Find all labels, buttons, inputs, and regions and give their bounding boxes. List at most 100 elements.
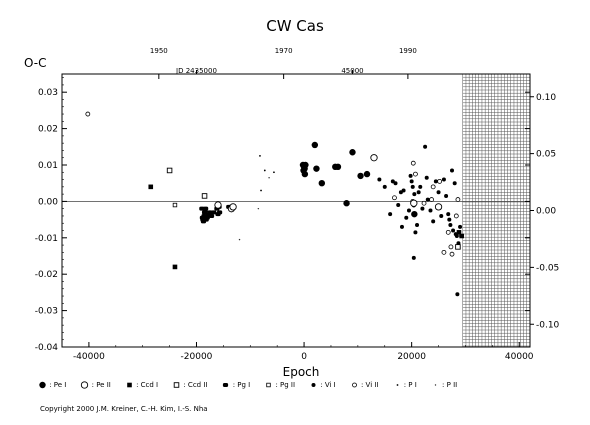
data-point-pg1	[203, 206, 209, 211]
data-point-vi1	[404, 215, 409, 220]
data-point-vi1	[425, 197, 430, 202]
x-axis-label: Epoch	[283, 365, 320, 379]
data-point-vi1	[399, 224, 404, 229]
data-point-p2	[257, 207, 260, 210]
legend-marker-p2	[434, 384, 437, 386]
data-point-pe1	[343, 200, 350, 207]
legend-label: : Ccd I	[133, 381, 159, 389]
data-point-vi1	[382, 184, 387, 189]
data-point-vi1	[428, 208, 433, 213]
data-point-vi2	[441, 249, 447, 255]
hatched-region	[462, 73, 531, 347]
data-point-vi1	[411, 255, 416, 260]
data-point-p2	[238, 238, 241, 241]
data-point-p2	[268, 177, 270, 179]
data-point-vi1	[418, 184, 423, 189]
data-point-vi2	[455, 197, 461, 202]
y-tick-label: 0.03	[38, 88, 58, 98]
data-point-vi1	[452, 181, 457, 186]
data-point-vi1	[311, 383, 316, 387]
data-point-vi1	[406, 208, 411, 213]
legend: : Pe I : Pe II : Ccd I : Ccd II : Pg I :…	[38, 381, 471, 389]
year-tick-label: 1950	[150, 47, 168, 55]
data-point-pe1	[363, 170, 371, 178]
legend-marker-vi1	[311, 383, 316, 387]
y-tick-label: -0.01	[35, 234, 58, 244]
legend-marker-pe2	[81, 381, 89, 389]
y-tick-label: 0.02	[38, 125, 58, 135]
data-point-vi2	[351, 382, 357, 388]
data-point-vi1	[413, 230, 418, 235]
data-point-vi1	[444, 193, 449, 198]
legend-marker-vi2	[351, 382, 357, 388]
legend-label: : Vi II	[358, 381, 379, 389]
data-point-pe2	[214, 201, 222, 209]
x-tick-label: 40000	[505, 352, 534, 362]
data-point-vi1	[458, 224, 463, 229]
data-point-ccd1	[148, 184, 154, 190]
y-tick-label: -0.02	[35, 270, 58, 280]
data-point-pe2	[81, 381, 89, 389]
data-point-pe2	[434, 203, 443, 211]
data-point-vi1	[433, 179, 438, 184]
y-tick-label: -0.03	[35, 307, 58, 317]
x-tick-label: -20000	[181, 352, 213, 362]
data-point-pe1	[302, 161, 309, 169]
data-point-vi2	[421, 200, 427, 206]
axis-ticks: 0.03 0.02 0.01 0.00 -0.01 -0.02 -0.03 -0.04 0.10…	[35, 47, 560, 362]
data-point-pe2	[410, 199, 418, 207]
data-point-vi1	[388, 212, 393, 217]
data-point-vi1	[448, 223, 453, 228]
legend-marker-ccd2	[173, 382, 180, 388]
data-point-p1	[273, 171, 275, 174]
data-point-vi2	[448, 244, 454, 250]
data-point-p1	[259, 155, 261, 157]
legend-item: : Ccd II	[172, 381, 207, 389]
data-point-ccd1	[456, 230, 462, 235]
data-point-vi2	[430, 184, 436, 190]
data-point-pe1	[311, 141, 319, 149]
data-point-vi1	[451, 228, 456, 233]
axes	[61, 73, 531, 348]
data-point-p1	[260, 189, 262, 192]
data-point-ccd2	[201, 193, 208, 199]
legend-item: : P I	[393, 381, 417, 389]
plot-frame	[61, 73, 531, 348]
data-point-vi2	[410, 160, 416, 166]
data-point-pe1	[357, 172, 364, 180]
legend-item: : Pg II	[264, 381, 295, 389]
legend-item: : Vi I	[309, 381, 336, 389]
legend-label: : Pg I	[230, 381, 251, 389]
data-point-pg2	[172, 202, 178, 208]
data-point-ccd1	[127, 382, 132, 388]
data-points	[85, 111, 464, 297]
legend-marker-p1	[396, 384, 398, 386]
data-point-pe1	[313, 165, 320, 172]
data-point-vi1	[412, 192, 417, 197]
legend-marker-ccd1	[127, 382, 132, 388]
data-point-vi2	[413, 171, 418, 177]
data-point-pg1	[211, 210, 217, 215]
copyright-note: Copyright 2000 J.M. Kreiner, C.-H. Kim, …	[40, 405, 208, 413]
data-point-pe1	[318, 180, 326, 187]
legend-item: : Ccd I	[125, 381, 158, 389]
data-point-pe2	[370, 154, 378, 162]
legend-label: : Ccd II	[181, 381, 208, 389]
data-point-vi1	[446, 212, 451, 217]
legend-item: : Vi II	[350, 381, 379, 389]
y-tick-label: 0.01	[38, 161, 58, 171]
data-point-vi1	[450, 168, 454, 173]
data-point-vi2	[437, 178, 443, 184]
data-point-vi1	[423, 144, 428, 149]
legend-item: : Pe II	[80, 381, 111, 389]
data-point-vi1	[416, 190, 421, 195]
legend-marker-pg1	[223, 383, 229, 387]
y-tick-label: -0.04	[35, 343, 59, 353]
legend-label: : Pe II	[89, 381, 111, 389]
legend-label: : Vi I	[318, 381, 336, 389]
data-point-ccd1	[172, 264, 178, 270]
data-point-vi1	[396, 203, 401, 208]
data-point-vi1	[393, 181, 398, 186]
data-point-vi2	[85, 111, 91, 117]
